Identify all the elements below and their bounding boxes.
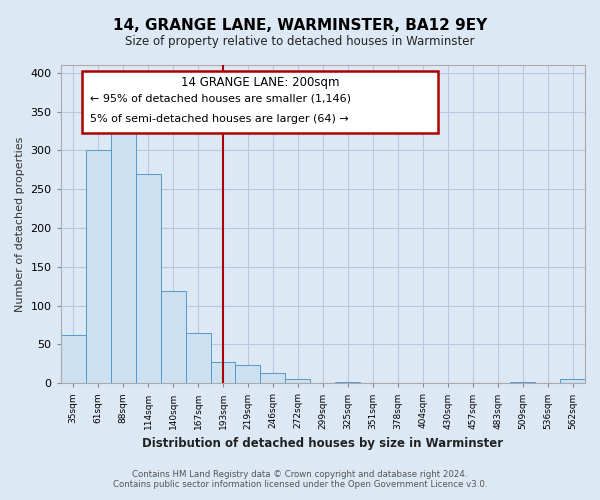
X-axis label: Distribution of detached houses by size in Warminster: Distribution of detached houses by size … xyxy=(142,437,503,450)
Bar xyxy=(61,335,86,384)
Bar xyxy=(510,382,535,384)
Bar xyxy=(260,373,286,384)
Bar xyxy=(235,364,260,384)
Bar xyxy=(110,127,136,384)
FancyBboxPatch shape xyxy=(82,72,438,134)
Text: 14 GRANGE LANE: 200sqm: 14 GRANGE LANE: 200sqm xyxy=(181,76,339,89)
Bar xyxy=(335,382,361,384)
Text: Contains HM Land Registry data © Crown copyright and database right 2024.
Contai: Contains HM Land Registry data © Crown c… xyxy=(113,470,487,489)
Text: 14, GRANGE LANE, WARMINSTER, BA12 9EY: 14, GRANGE LANE, WARMINSTER, BA12 9EY xyxy=(113,18,487,32)
Y-axis label: Number of detached properties: Number of detached properties xyxy=(15,136,25,312)
Text: Size of property relative to detached houses in Warminster: Size of property relative to detached ho… xyxy=(125,35,475,48)
Bar xyxy=(161,291,185,384)
Text: 5% of semi-detached houses are larger (64) →: 5% of semi-detached houses are larger (6… xyxy=(89,114,348,124)
Bar xyxy=(136,174,161,384)
Bar xyxy=(286,380,310,384)
Text: ← 95% of detached houses are smaller (1,146): ← 95% of detached houses are smaller (1,… xyxy=(89,94,350,104)
Bar xyxy=(185,333,211,384)
Bar xyxy=(560,380,585,384)
Bar xyxy=(86,150,110,384)
Bar xyxy=(211,362,235,384)
